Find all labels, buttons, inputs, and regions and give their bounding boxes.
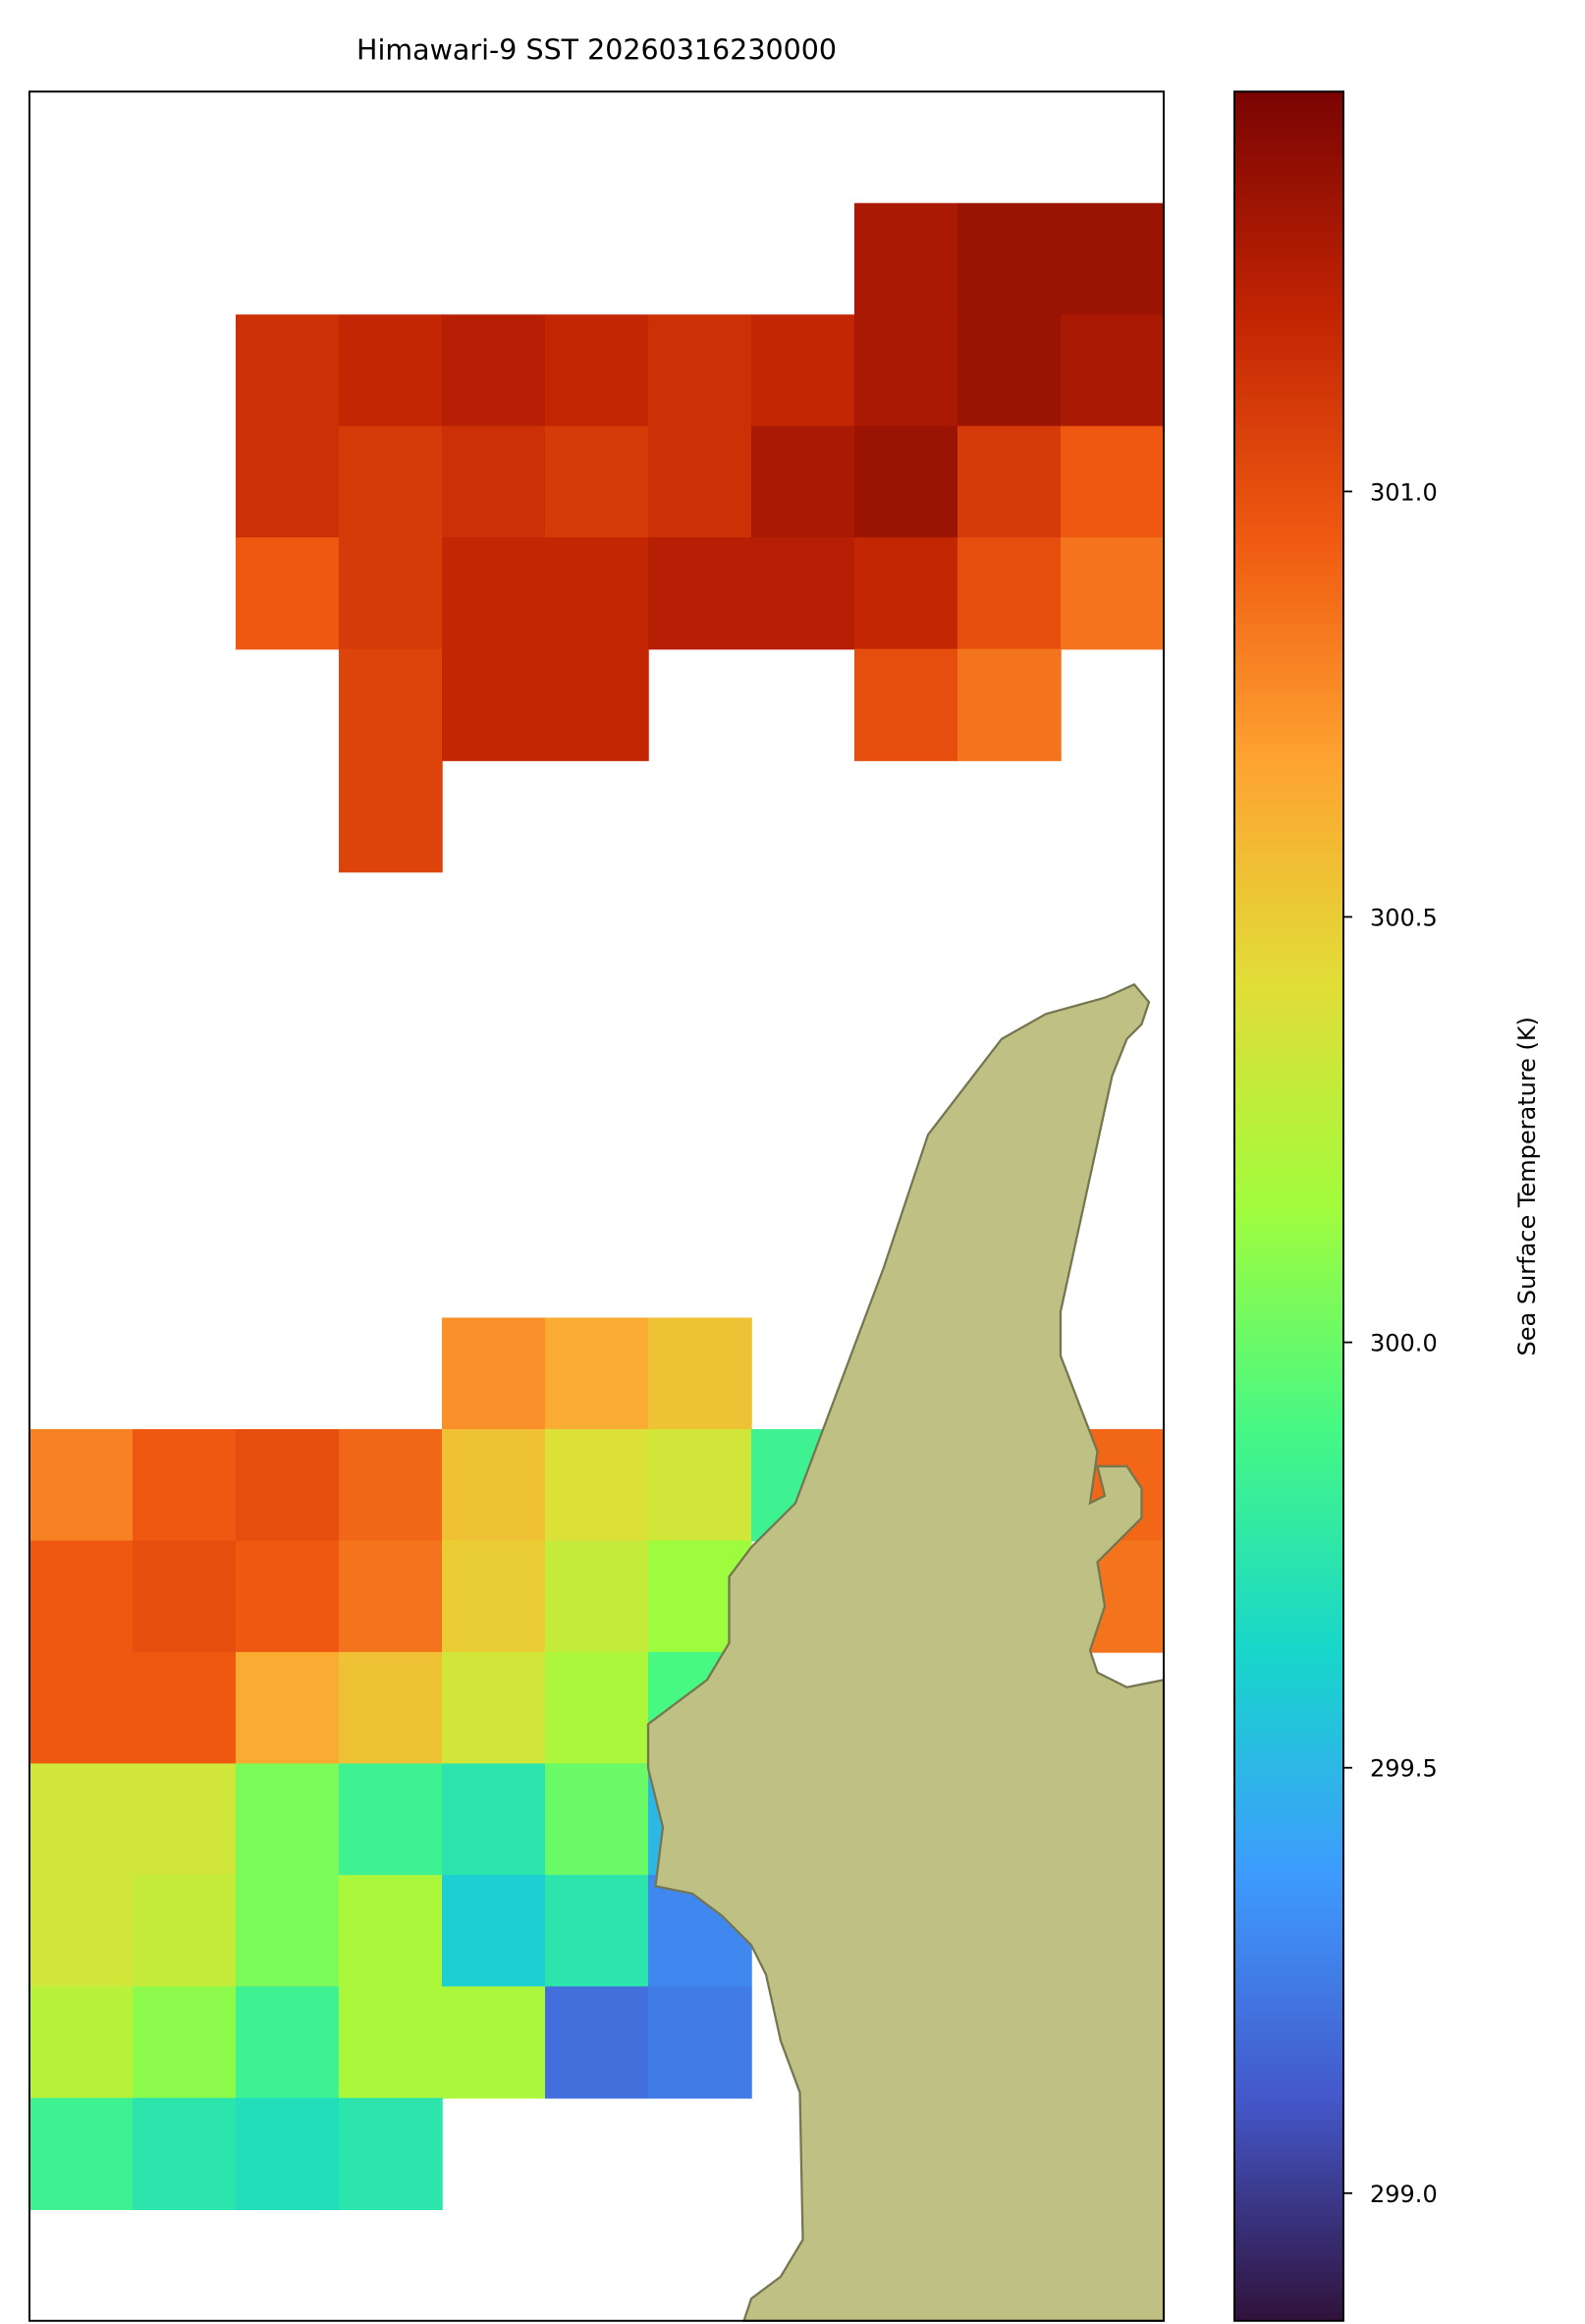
sst-cell [133,1540,237,1653]
sst-cell [751,314,855,427]
sst-cell [133,2097,237,2211]
sst-cell [545,1763,649,1876]
sst-cell [442,537,546,650]
sst-cell [133,1874,237,1988]
sst-cell [854,314,958,427]
sst-cell [442,1651,546,1765]
sst-cell [236,314,340,427]
sst-cell [648,314,752,427]
sst-cell [545,425,649,538]
sst-cell [236,1428,340,1542]
sst-cell [339,314,443,427]
colorbar [1233,90,1344,2322]
sst-cell [957,425,1062,538]
sst-cell [442,1874,546,1988]
sst-cell [29,1651,134,1765]
sst-cell [545,1317,649,1430]
sst-cell [442,1540,546,1653]
sst-cell [442,648,546,761]
sst-cell [545,1986,649,2099]
sst-cell [1061,425,1165,538]
sst-cell [854,537,958,650]
sst-cell [442,1428,546,1542]
sst-cell [957,648,1062,761]
sst-cell [236,1651,340,1765]
sst-cell [29,1874,134,1988]
sst-cell [442,425,546,538]
sst-cell [648,1428,752,1542]
sst-cell [957,537,1062,650]
sst-cell [854,648,958,761]
sst-cell [442,1986,546,2099]
sst-cell [545,1651,649,1765]
sst-cell [751,537,855,650]
sst-cell [29,2097,134,2211]
sst-cell [545,1428,649,1542]
sst-cell [648,1317,752,1430]
sst-cell [339,537,443,650]
colorbar-tick-label: 299.5 [1370,1755,1438,1783]
sst-cell [339,1874,443,1988]
colorbar-tick-label: 300.0 [1370,1330,1438,1357]
sst-cell [339,1428,443,1542]
sst-cell [29,1540,134,1653]
sst-cell [545,314,649,427]
sst-cell [339,648,443,761]
sst-cell [339,1763,443,1876]
sst-cell [545,648,649,761]
sst-cell [339,760,443,873]
sst-cell [236,425,340,538]
chart-title: Himawari-9 SST 20260316230000 [356,33,837,66]
sst-cell [545,1540,649,1653]
colorbar-tick-label: 300.5 [1370,904,1438,931]
sst-cell [236,537,340,650]
sst-cell [133,1428,237,1542]
sst-cell [1061,537,1165,650]
map-frame [28,90,1165,2322]
sst-cell [648,537,752,650]
sst-cell [133,1986,237,2099]
sst-cell [236,2097,340,2211]
sst-cell [648,425,752,538]
colorbar-tick-label: 299.0 [1370,2181,1438,2208]
sst-cell [751,425,855,538]
sst-cell [442,314,546,427]
sst-cell [545,537,649,650]
land [646,982,1166,2322]
sst-cell [648,1986,752,2099]
sst-cell [442,1763,546,1876]
sst-cell [236,1540,340,1653]
heatmap-cells [29,202,1165,2211]
sst-cell [339,1651,443,1765]
sst-cell [339,1986,443,2099]
sst-cell [339,2097,443,2211]
colorbar-label: Sea Surface Temperature (K) [1513,1017,1541,1356]
sst-cell [442,1317,546,1430]
sst-cell [339,425,443,538]
sst-cell [854,202,958,315]
sst-cell [29,1428,134,1542]
sst-cell [133,1763,237,1876]
sst-cell [1061,314,1165,427]
sst-cell [29,1763,134,1876]
sst-cell [236,1986,340,2099]
sst-cell [339,1540,443,1653]
sst-cell [545,1874,649,1988]
sst-cell [236,1763,340,1876]
sst-cell [29,1986,134,2099]
sst-cell [957,202,1062,315]
sst-cell [854,425,958,538]
sst-cell [1061,202,1165,315]
sst-cell [133,1651,237,1765]
sst-cell [236,1874,340,1988]
sst-cell [957,314,1062,427]
colorbar-tick-label: 301.0 [1370,478,1438,506]
